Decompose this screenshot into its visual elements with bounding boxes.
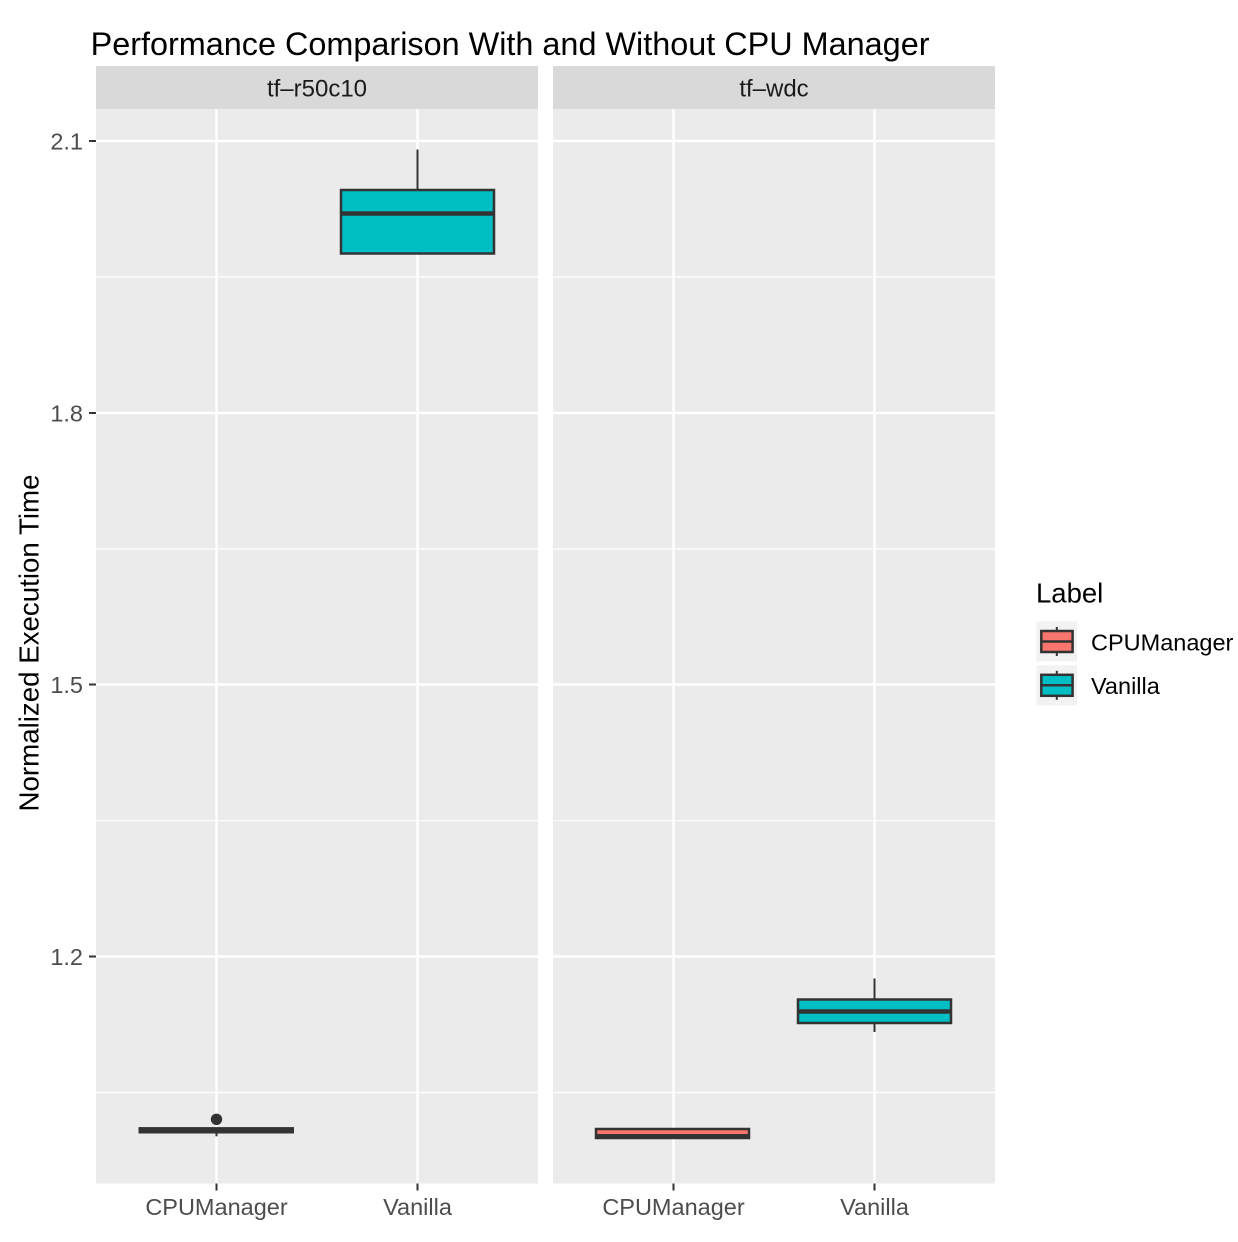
svg-text:Vanilla: Vanilla (1091, 673, 1161, 699)
svg-text:tf–wdc: tf–wdc (739, 76, 808, 103)
svg-text:2.1: 2.1 (50, 129, 83, 155)
svg-text:Normalized Execution Time: Normalized Execution Time (13, 474, 44, 811)
svg-text:1.2: 1.2 (50, 944, 83, 970)
svg-text:CPUManager: CPUManager (602, 1194, 745, 1220)
svg-text:CPUManager: CPUManager (145, 1194, 288, 1220)
svg-text:Vanilla: Vanilla (840, 1194, 910, 1220)
svg-text:Label: Label (1036, 578, 1103, 609)
svg-text:Vanilla: Vanilla (383, 1194, 453, 1220)
svg-text:tf–r50c10: tf–r50c10 (267, 76, 367, 103)
svg-text:Performance Comparison With an: Performance Comparison With and Without … (91, 26, 930, 62)
svg-text:1.8: 1.8 (50, 401, 83, 427)
svg-text:CPUManager: CPUManager (1091, 630, 1234, 656)
svg-text:1.5: 1.5 (50, 672, 83, 698)
